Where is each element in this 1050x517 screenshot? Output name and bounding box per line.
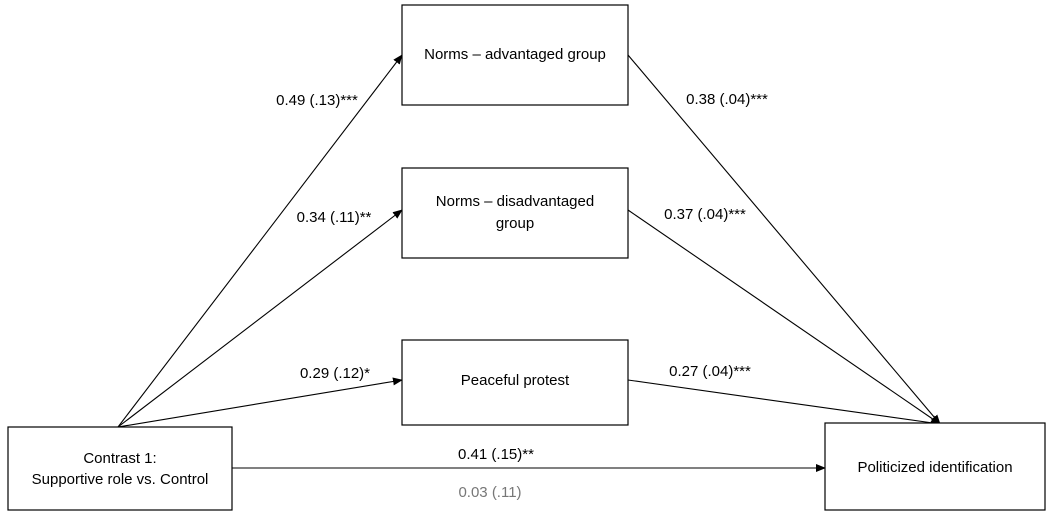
node-label: Norms – advantaged group — [424, 46, 606, 63]
arrow — [117, 377, 403, 428]
edge-label: 0.34 (.11)** — [297, 209, 372, 226]
node-label: Norms – disadvantaged — [436, 193, 594, 210]
node-box — [824, 422, 1046, 511]
edge-labels: 0.49 (.13)*** 0.34 (.11)** 0.29 (.12)* 0… — [276, 91, 768, 501]
node-label: group — [496, 215, 534, 232]
node-label: Politicized identification — [857, 459, 1012, 476]
edge-label: 0.37 (.04)*** — [664, 206, 746, 223]
node-box — [7, 426, 233, 511]
node-label: Contrast 1: — [83, 450, 156, 467]
arrow — [627, 379, 941, 427]
arrow — [627, 209, 941, 425]
node-box — [401, 339, 629, 426]
arrows — [117, 54, 941, 472]
edge-label: 0.41 (.15)** — [458, 446, 534, 463]
node-box — [401, 4, 629, 106]
arrow — [627, 54, 941, 425]
edge-label: 0.29 (.12)* — [300, 365, 370, 382]
node-box — [401, 167, 629, 259]
node-label: Supportive role vs. Control — [32, 471, 209, 488]
node-label: Peaceful protest — [461, 372, 570, 389]
arrow — [117, 209, 403, 428]
edge-label: 0.49 (.13)*** — [276, 92, 358, 109]
arrow — [117, 54, 403, 428]
edge-label: 0.03 (.11) — [458, 484, 521, 501]
edge-label: 0.38 (.04)*** — [686, 91, 768, 108]
edge-label: 0.27 (.04)*** — [669, 363, 751, 380]
nodes: Contrast 1: Supportive role vs. Control … — [7, 4, 1046, 511]
